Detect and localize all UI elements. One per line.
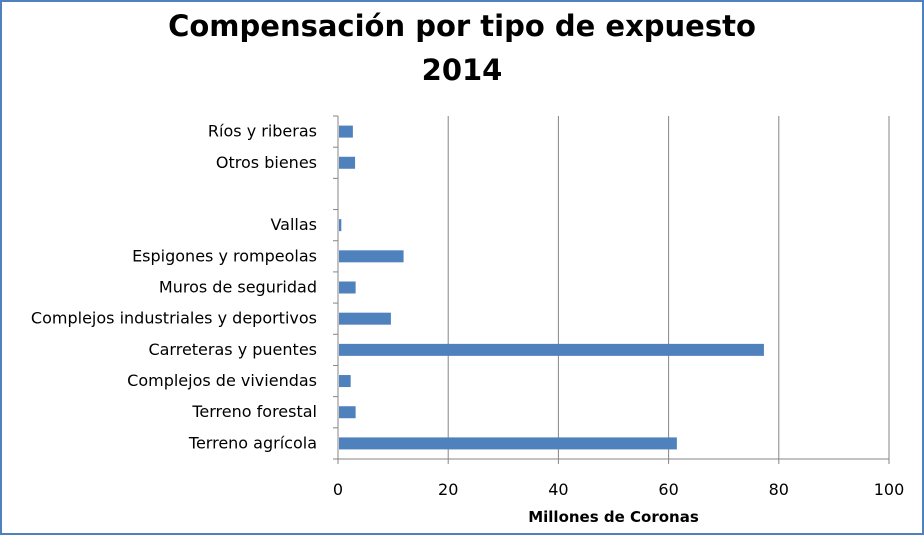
x-tick-label: 40	[548, 480, 568, 499]
bar	[339, 219, 342, 232]
category-label: Terreno agrícola	[188, 433, 317, 452]
category-label: Terreno forestal	[191, 402, 317, 421]
category-label: Carreteras y puentes	[148, 340, 317, 359]
category-label: Complejos de viviendas	[127, 371, 317, 390]
bar	[339, 312, 391, 325]
category-label: Muros de seguridad	[159, 278, 317, 297]
x-tick-label: 0	[333, 480, 343, 499]
chart-title: Compensación por tipo de expuesto 2014	[0, 4, 924, 92]
category-label: Ríos y riberas	[208, 122, 317, 141]
category-label: Otros bienes	[216, 153, 317, 172]
bar	[339, 406, 356, 419]
category-label: Espigones y rompeolas	[132, 246, 317, 265]
x-tick-label: 80	[769, 480, 789, 499]
category-label: Vallas	[270, 215, 317, 234]
bar	[339, 437, 677, 450]
bar	[339, 343, 764, 356]
x-tick-label: 20	[438, 480, 458, 499]
bar	[339, 156, 356, 169]
bar	[339, 250, 404, 263]
x-tick-label: 100	[874, 480, 905, 499]
chart-title-line-2: 2014	[421, 53, 503, 87]
category-label: Complejos industriales y deportivos	[31, 309, 317, 328]
bar	[339, 375, 351, 388]
x-tick-label: 60	[658, 480, 678, 499]
x-axis-title: Millones de Coronas	[528, 508, 699, 526]
chart-title-line-1: Compensación por tipo de expuesto	[168, 9, 756, 43]
bar	[339, 281, 356, 294]
bar	[339, 125, 353, 138]
